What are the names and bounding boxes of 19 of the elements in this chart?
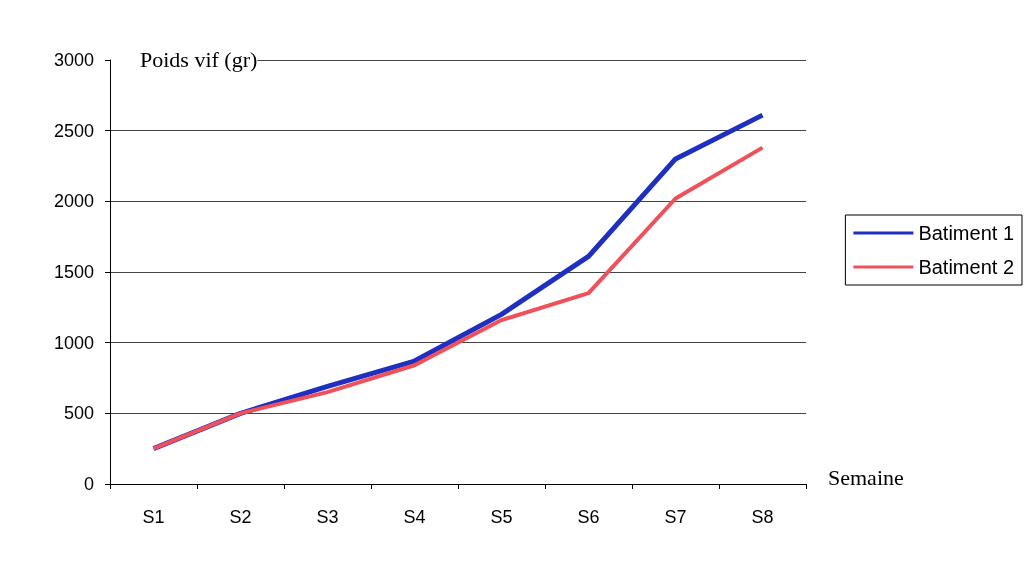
y-tick-label: 2000	[53, 191, 94, 212]
x-tick-label: S1	[142, 507, 165, 527]
y-tick-label: 500	[63, 403, 94, 424]
x-tick-label: S5	[490, 507, 513, 527]
x-tick-label: S8	[751, 507, 774, 527]
x-tick-label: S2	[229, 507, 252, 527]
legend-label: Batiment 1	[918, 222, 1014, 244]
y-tick-label: 1500	[53, 262, 94, 282]
y-tick-label: 2500	[53, 120, 94, 141]
legend-label: Batiment 2	[918, 256, 1014, 278]
x-tick-label: S4	[403, 507, 426, 527]
x-tick-label: S3	[316, 507, 339, 527]
x-axis-title: Semaine	[828, 464, 904, 490]
y-tick-label: 3000	[53, 50, 94, 70]
y-axis-title: Poids vif (gr)	[140, 46, 258, 72]
x-tick-label: S7	[664, 507, 687, 527]
x-tick-label: S6	[577, 507, 600, 527]
y-tick-label: 1000	[53, 332, 94, 353]
y-tick-label: 0	[83, 474, 94, 494]
